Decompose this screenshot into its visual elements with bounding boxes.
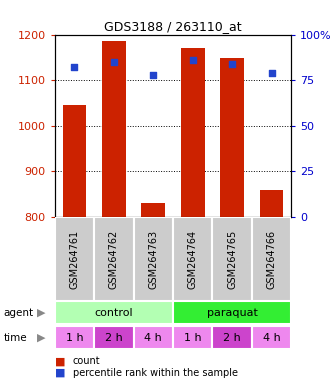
Bar <box>220 58 244 217</box>
Point <box>72 65 77 71</box>
Text: GSM264765: GSM264765 <box>227 230 237 289</box>
Text: 2 h: 2 h <box>223 333 241 343</box>
Bar <box>173 301 291 324</box>
Text: GSM264762: GSM264762 <box>109 230 119 289</box>
Text: GSM264766: GSM264766 <box>266 230 277 289</box>
Point <box>229 61 235 67</box>
Text: paraquat: paraquat <box>207 308 258 318</box>
Text: count: count <box>73 356 100 366</box>
Point <box>269 70 274 76</box>
Text: 4 h: 4 h <box>144 333 162 343</box>
Point <box>190 57 195 63</box>
Point <box>151 72 156 78</box>
Bar <box>63 105 86 217</box>
Text: 1 h: 1 h <box>184 333 202 343</box>
Text: 2 h: 2 h <box>105 333 123 343</box>
Text: control: control <box>94 308 133 318</box>
Bar <box>252 326 291 349</box>
Bar <box>55 301 173 324</box>
Bar <box>141 203 165 217</box>
Bar <box>260 190 283 217</box>
Bar <box>181 48 205 217</box>
Text: GSM264761: GSM264761 <box>69 230 79 289</box>
Text: 1 h: 1 h <box>66 333 83 343</box>
Bar <box>133 217 173 301</box>
Bar <box>94 326 133 349</box>
Bar <box>94 217 133 301</box>
Bar <box>55 217 94 301</box>
Bar <box>102 41 126 217</box>
Text: ■: ■ <box>55 356 65 366</box>
Text: ▶: ▶ <box>37 333 46 343</box>
Title: GDS3188 / 263110_at: GDS3188 / 263110_at <box>104 20 242 33</box>
Bar <box>213 217 252 301</box>
Text: time: time <box>3 333 27 343</box>
Bar <box>173 326 213 349</box>
Text: GSM264763: GSM264763 <box>148 230 158 289</box>
Bar <box>252 217 291 301</box>
Text: percentile rank within the sample: percentile rank within the sample <box>73 368 238 378</box>
Bar <box>55 326 94 349</box>
Bar <box>173 217 213 301</box>
Bar <box>213 326 252 349</box>
Text: ▶: ▶ <box>37 308 46 318</box>
Bar <box>133 326 173 349</box>
Text: agent: agent <box>3 308 33 318</box>
Text: ■: ■ <box>55 368 65 378</box>
Text: 4 h: 4 h <box>263 333 280 343</box>
Point <box>111 59 117 65</box>
Text: GSM264764: GSM264764 <box>188 230 198 289</box>
